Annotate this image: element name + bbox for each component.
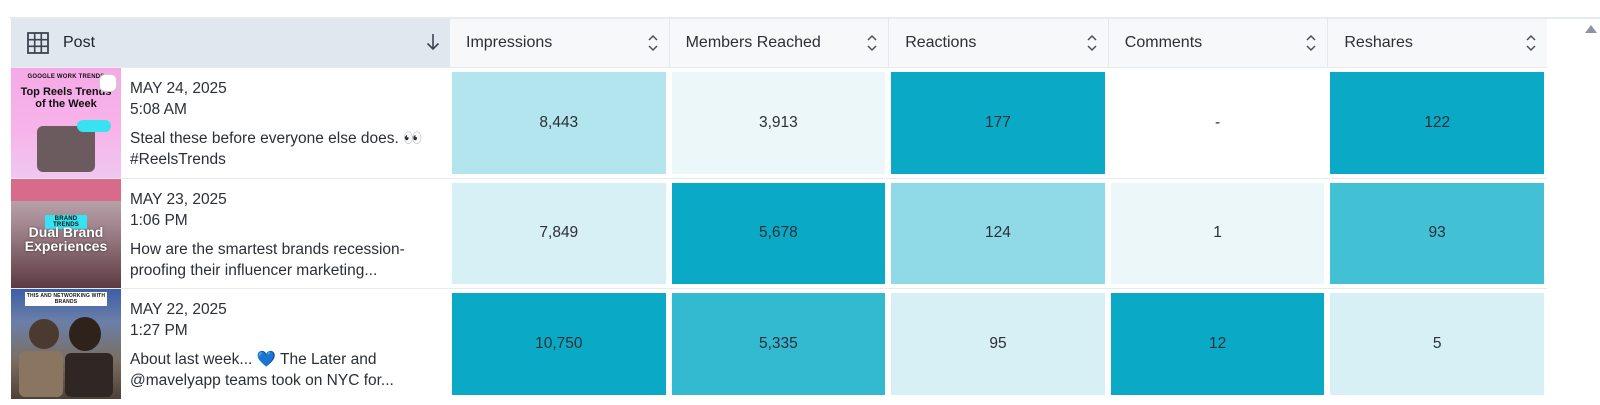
sort-toggle-icon[interactable]: [866, 33, 878, 53]
table-row[interactable]: BRAND TRENDS Dual Brand Experiences MAY …: [11, 177, 1547, 289]
reshares-value: 122: [1330, 72, 1544, 174]
post-thumbnail[interactable]: GOOGLE WORK TRENDS Top Reels Trends of t…: [11, 68, 121, 178]
post-details: MAY 22, 2025 1:27 PM About last week... …: [121, 289, 449, 399]
thumbnail-kicker: THIS AND NETWORKING WITH BRANDS: [25, 292, 107, 306]
reactions-value: 177: [891, 72, 1105, 174]
post-time: 5:08 AM: [130, 101, 187, 118]
sort-toggle-icon[interactable]: [1305, 33, 1317, 53]
sort-toggle-icon[interactable]: [647, 33, 659, 53]
members-reached-value: 5,335: [671, 293, 886, 395]
impressions-value: 7,849: [452, 182, 666, 284]
post-column-header[interactable]: Post: [11, 19, 449, 67]
reshares-value: 93: [1330, 182, 1544, 284]
impressions-value: 8,443: [452, 72, 666, 174]
comments-value: 12: [1110, 293, 1325, 395]
impressions-cell[interactable]: 7,849: [449, 179, 669, 289]
members-reached-cell[interactable]: 5,335: [669, 289, 889, 399]
members-reached-cell[interactable]: 3,913: [669, 68, 889, 178]
post-header-label: Post: [63, 34, 96, 51]
post-details: MAY 24, 2025 5:08 AM Steal these before …: [121, 68, 449, 178]
column-header-label: Reshares: [1344, 34, 1413, 51]
members-reached-value: 3,913: [671, 72, 886, 174]
arrow-down-icon[interactable]: [425, 32, 441, 52]
reshares-column-header[interactable]: Reshares: [1327, 19, 1547, 67]
members-reached-column-header[interactable]: Members Reached: [668, 19, 889, 67]
reshares-cell[interactable]: 5: [1327, 289, 1547, 399]
post-caption: How are the smartest brands recession-pr…: [130, 240, 405, 279]
comments-cell[interactable]: 1: [1108, 179, 1328, 289]
impressions-value: 10,750: [452, 293, 666, 395]
comments-cell[interactable]: 12: [1108, 289, 1328, 399]
post-cell[interactable]: GOOGLE WORK TRENDS Top Reels Trends of t…: [11, 68, 449, 178]
comments-column-header[interactable]: Comments: [1107, 19, 1328, 67]
impressions-cell[interactable]: 10,750: [449, 289, 669, 399]
column-header-label: Members Reached: [685, 34, 821, 51]
members-reached-cell[interactable]: 5,678: [669, 179, 889, 289]
column-header-label: Impressions: [466, 34, 553, 51]
posts-table: Post Impressions Members Reached Reactio…: [11, 19, 1547, 399]
vertical-scrollbar[interactable]: [1582, 19, 1600, 405]
comments-cell[interactable]: -: [1108, 68, 1328, 178]
impressions-column-header[interactable]: Impressions: [449, 19, 669, 67]
post-caption: About last week... 💙 The Later and @mave…: [130, 351, 394, 389]
post-time: 1:27 PM: [130, 322, 188, 339]
thumbnail-kicker: GOOGLE WORK TRENDS: [27, 74, 105, 80]
comments-value: 1: [1110, 182, 1325, 284]
table-row[interactable]: THIS AND NETWORKING WITH BRANDS MAY 22, …: [11, 288, 1547, 399]
post-date: MAY 24, 2025: [130, 80, 227, 97]
thumbnail-title: Top Reels Trends of the Week: [20, 86, 112, 110]
members-reached-value: 5,678: [671, 182, 886, 284]
post-cell[interactable]: THIS AND NETWORKING WITH BRANDS MAY 22, …: [11, 289, 449, 399]
reactions-cell[interactable]: 124: [888, 179, 1108, 289]
column-header-label: Comments: [1124, 34, 1203, 51]
sort-toggle-icon[interactable]: [1525, 33, 1537, 53]
table-row[interactable]: GOOGLE WORK TRENDS Top Reels Trends of t…: [11, 67, 1547, 178]
reactions-cell[interactable]: 95: [888, 289, 1108, 399]
reshares-value: 5: [1330, 293, 1544, 395]
comments-value: -: [1110, 72, 1325, 174]
post-caption: Steal these before everyone else does. 👀…: [130, 130, 423, 168]
post-details: MAY 23, 2025 1:06 PM How are the smartes…: [121, 179, 449, 289]
reactions-value: 95: [891, 293, 1105, 395]
thumbnail-title: Dual Brand Experiences: [24, 223, 108, 254]
sort-toggle-icon[interactable]: [1086, 33, 1098, 53]
reactions-value: 124: [891, 182, 1105, 284]
reshares-cell[interactable]: 122: [1327, 68, 1547, 178]
impressions-cell[interactable]: 8,443: [449, 68, 669, 178]
reactions-cell[interactable]: 177: [888, 68, 1108, 178]
post-cell[interactable]: BRAND TRENDS Dual Brand Experiences MAY …: [11, 178, 449, 289]
table-header: Post Impressions Members Reached Reactio…: [11, 19, 1547, 67]
post-date: MAY 23, 2025: [130, 190, 227, 208]
post-date: MAY 22, 2025: [130, 301, 227, 318]
top-divider: [10, 17, 1600, 19]
reactions-column-header[interactable]: Reactions: [888, 19, 1108, 67]
reshares-cell[interactable]: 93: [1327, 179, 1547, 289]
column-header-label: Reactions: [905, 34, 977, 51]
post-thumbnail[interactable]: BRAND TRENDS Dual Brand Experiences: [11, 178, 121, 288]
post-thumbnail[interactable]: THIS AND NETWORKING WITH BRANDS: [11, 289, 121, 399]
thumbnail-kicker: BRAND TRENDS: [45, 214, 87, 229]
scroll-up-arrow-icon[interactable]: [1585, 25, 1597, 33]
post-time: 1:06 PM: [130, 211, 188, 229]
grid-icon: [27, 32, 49, 54]
